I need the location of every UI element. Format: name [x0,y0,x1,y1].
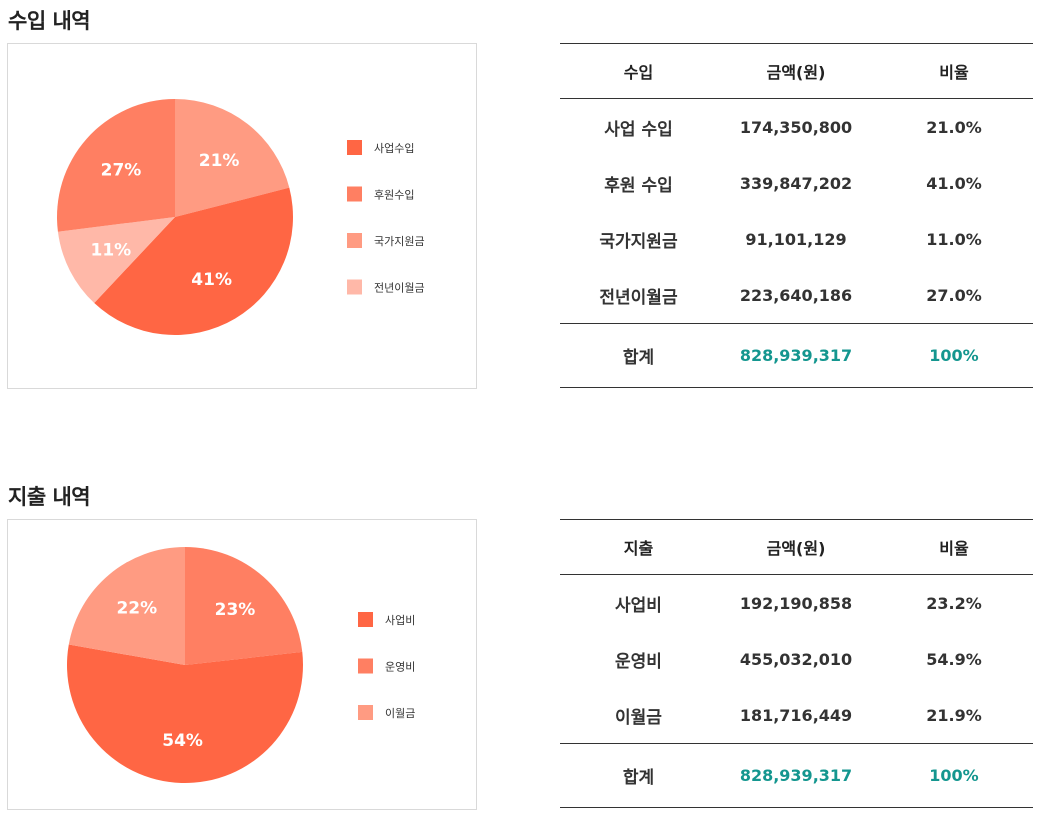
legend-label: 전년이월금 [374,282,425,295]
row-amount: 181,716,449 [739,705,853,725]
column-header-ratio: 비율 [875,519,1033,575]
pie-slice-label: 41% [191,270,232,290]
row-ratio: 41.0% [926,173,982,193]
column-header-ratio: 비율 [875,43,1033,99]
row-category: 이월금 [615,707,662,728]
total-label: 합계 [560,743,717,808]
row-amount: 223,640,186 [739,285,853,305]
legend-swatch [358,612,373,627]
table-row: 전년이월금 223,640,186 27.0% [560,267,1033,324]
table-row: 이월금 181,716,449 21.9% [560,687,1033,744]
row-ratio: 21.0% [926,117,982,137]
table-row: 사업 수입 174,350,800 21.0% [560,99,1033,156]
pie-slice [66,644,304,783]
row-ratio: 11.0% [926,229,982,249]
pie-slice-label: 22% [116,599,157,619]
table-row: 사업비 192,190,858 23.2% [560,575,1033,632]
legend-swatch [347,233,362,248]
total-label: 합계 [560,323,717,388]
pie-slice [185,547,303,665]
table-row: 운영비 455,032,010 54.9% [560,631,1033,687]
row-ratio: 27.0% [926,285,982,305]
pie-slice [56,99,175,232]
legend-label: 이월금 [385,707,415,720]
row-amount: 91,101,129 [745,229,847,249]
legend-label: 운영비 [385,661,415,674]
column-header-amount: 금액(원) [717,43,875,99]
income-section-title: 수입 내역 [8,9,91,33]
row-ratio: 54.9% [926,649,982,669]
total-ratio: 100% [875,323,1033,388]
pie-slice [68,547,185,665]
legend-label: 사업수입 [374,142,414,155]
row-amount: 192,190,858 [739,593,853,613]
table-row: 국가지원금 91,101,129 11.0% [560,211,1033,267]
pie-slice-label: 27% [101,160,142,180]
table-header-row: 지출 금액(원) 비율 [560,519,1033,575]
pie-slice [94,187,294,336]
pie-slice-label: 21% [199,151,240,171]
row-category: 후원 수입 [604,175,673,196]
table-row: 후원 수입 339,847,202 41.0% [560,155,1033,211]
row-ratio: 21.9% [926,705,982,725]
expense-section-title: 지출 내역 [8,485,91,509]
row-category: 운영비 [615,651,662,672]
legend-label: 사업비 [385,614,415,627]
column-header-category: 수입 [560,43,717,99]
table-total-row: 합계 828,939,317 100% [560,743,1033,808]
table-total-row: 합계 828,939,317 100% [560,323,1033,388]
row-amount: 455,032,010 [739,649,853,669]
legend-swatch [347,186,362,202]
pie-slice-label: 54% [162,731,203,751]
expense-table: 지출 금액(원) 비율 사업비 192,190,858 23.2% 운영비 45… [560,519,1033,808]
row-category: 사업 수입 [604,119,673,140]
total-amount: 828,939,317 [717,743,875,808]
legend-label: 후원수입 [374,189,414,202]
row-amount: 339,847,202 [739,173,853,193]
row-category: 사업비 [615,595,662,616]
table-header-row: 수입 금액(원) 비율 [560,43,1033,99]
pie-slice-label: 11% [90,241,131,261]
pie-slice-label: 23% [215,600,256,620]
legend-label: 국가지원금 [374,235,425,248]
row-ratio: 23.2% [926,593,982,613]
total-ratio: 100% [875,743,1033,808]
total-amount: 828,939,317 [717,323,875,388]
row-category: 전년이월금 [599,287,678,308]
legend-swatch [358,658,373,674]
row-amount: 174,350,800 [739,117,853,137]
pie-slice [175,99,290,217]
column-header-amount: 금액(원) [717,519,875,575]
pie-slice [57,217,175,304]
income-table: 수입 금액(원) 비율 사업 수입 174,350,800 21.0% 후원 수… [560,43,1033,388]
legend-swatch [347,279,362,295]
row-category: 국가지원금 [599,231,678,252]
column-header-category: 지출 [560,519,717,575]
legend-swatch [358,705,373,720]
legend-swatch [347,140,362,155]
